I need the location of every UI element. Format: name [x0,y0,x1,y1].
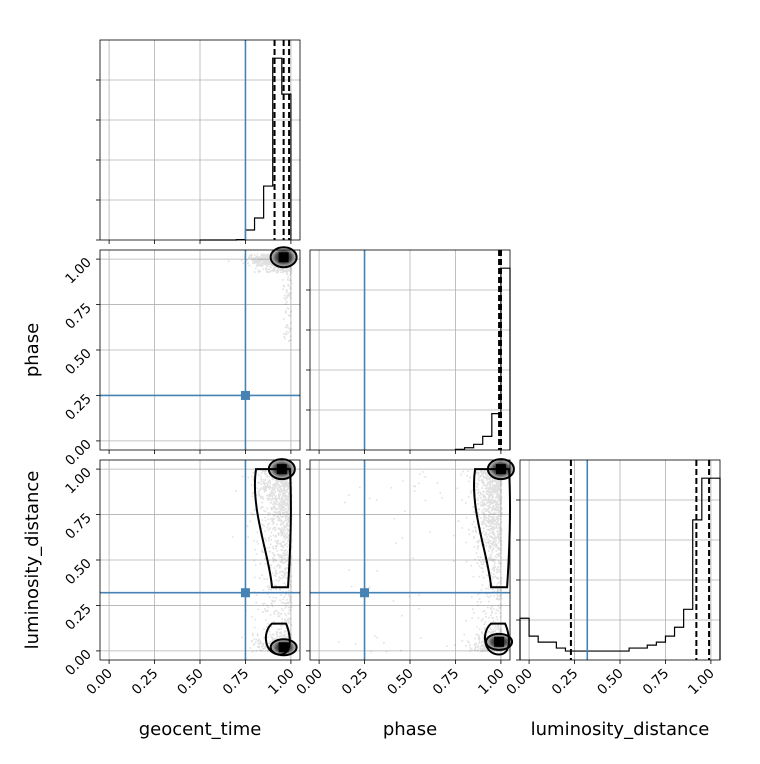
ytick-label-luminosity_distance-2: 0.50 [62,556,95,589]
xtick-label-phase-1: 0.25 [339,666,372,699]
ytick-label-luminosity_distance-1: 0.25 [62,601,95,634]
xtick-label-luminosity_distance-3: 0.75 [640,666,673,699]
xtick-label-geocent_time-3: 0.75 [220,666,253,699]
luminosity_distance-vs-phase-lower-contour [484,622,510,656]
ytick-label-phase-0: 0.00 [62,436,95,469]
luminosity_distance-vs-geocent_time-points [231,469,293,653]
luminosity_distance-hist-steps [519,477,721,660]
xtick-label-phase-0: 0.00 [293,666,326,699]
phase-vs-geocent_time-density-core-0 [278,252,289,263]
phase-vs-geocent_time-truth-marker [240,390,250,400]
luminosity_distance-vs-phase-points [337,469,503,653]
ytick-label-luminosity_distance-0: 0.00 [62,646,95,679]
ytick-label-phase-3: 0.75 [62,300,95,333]
ylabel-phase: phase [22,323,43,377]
xtick-label-luminosity_distance-4: 1.00 [685,666,718,699]
xtick-label-phase-2: 0.50 [384,666,417,699]
xtick-label-geocent_time-0: 0.00 [83,666,116,699]
xtick-label-luminosity_distance-1: 0.25 [549,666,582,699]
xtick-label-luminosity_distance-2: 0.50 [594,666,627,699]
ytick-label-luminosity_distance-4: 1.00 [62,465,95,498]
xtick-label-geocent_time-1: 0.25 [129,666,162,699]
xtick-label-phase-3: 0.75 [430,666,463,699]
luminosity_distance-vs-phase-truth-marker [360,588,370,598]
luminosity_distance-vs-geocent_time-lower-contour [264,622,291,656]
luminosity_distance-vs-phase-density-core-1 [494,636,505,647]
ytick-label-phase-4: 1.00 [62,255,95,288]
phase-hist-steps [454,267,511,450]
xtick-label-geocent_time-4: 1.00 [265,666,298,699]
xtick-label-geocent_time-2: 0.50 [174,666,207,699]
xlabel-phase: phase [383,719,437,740]
ytick-label-phase-2: 0.50 [62,346,95,379]
frame-layer [96,39,721,664]
luminosity_distance-vs-geocent_time-outer-contour [253,468,292,589]
text-layer: 0.00 0.25 0.50 0.75 1.000.00 0.25 0.50 0.75 1.00… [22,255,718,740]
marks-layer [100,40,721,660]
luminosity_distance-vs-geocent_time-density-core-1 [278,642,289,653]
ytick-label-phase-1: 0.25 [62,391,95,424]
xtick-label-phase-4: 1.00 [475,666,508,699]
xlabel-luminosity_distance: luminosity_distance [531,719,710,740]
grid-layer [100,40,720,660]
xlabel-geocent_time: geocent_time [139,719,262,740]
ylabel-luminosity_distance: luminosity_distance [22,471,43,650]
xtick-label-luminosity_distance-0: 0.00 [503,666,536,699]
luminosity_distance-vs-geocent_time-truth-marker [240,588,250,598]
ytick-label-luminosity_distance-3: 0.75 [62,510,95,543]
